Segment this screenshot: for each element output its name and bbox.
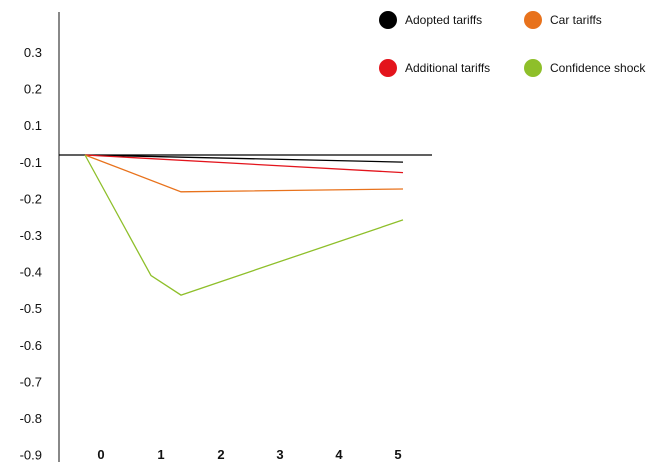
y-tick-label: -0.3 <box>20 228 42 243</box>
y-tick-label: -0.1 <box>20 155 42 170</box>
y-tick-label: 0.3 <box>24 45 42 60</box>
x-tick-label: 1 <box>157 447 164 462</box>
legend: Adopted tariffs Car tariffs Additional tar… <box>379 11 646 77</box>
series-line-additional-tariffs <box>84 154 404 174</box>
y-tick-label: -0.4 <box>20 265 42 280</box>
x-axis-ticks: 0 1 2 3 4 5 <box>97 447 401 462</box>
legend-swatch <box>524 11 542 29</box>
y-axis: 0.3 0.2 0.1 -0.1 -0.2 -0.3 -0.4 -0.5 -0.6 -0.7 -0.… <box>20 12 60 463</box>
legend-swatch <box>524 59 542 77</box>
y-tick-label: -0.8 <box>20 411 42 426</box>
series-line-confidence-shock <box>84 154 404 296</box>
x-tick-label: 3 <box>276 447 283 462</box>
y-tick-label: -0.9 <box>20 448 42 463</box>
series-lines <box>84 154 404 296</box>
y-tick-label: -0.2 <box>20 191 42 206</box>
y-tick-label: -0.5 <box>20 301 42 316</box>
series-line-adopted-tariffs <box>84 154 404 163</box>
y-tick-label: -0.6 <box>20 338 42 353</box>
legend-item: Car tariffs <box>524 11 602 29</box>
x-tick-label: 0 <box>97 447 104 462</box>
y-tick-label: 0.2 <box>24 82 42 97</box>
legend-label: Additional tariffs <box>405 61 490 75</box>
legend-label: Car tariffs <box>550 13 602 27</box>
y-tick-label: -0.7 <box>20 374 42 389</box>
x-tick-label: 2 <box>217 447 224 462</box>
legend-label: Adopted tariffs <box>405 13 482 27</box>
legend-item: Confidence shock <box>524 59 646 77</box>
legend-label: Confidence shock <box>550 61 646 75</box>
y-tick-label: 0.1 <box>24 118 42 133</box>
x-tick-label: 5 <box>394 447 401 462</box>
x-tick-label: 4 <box>335 447 343 462</box>
legend-swatch <box>379 11 397 29</box>
series-line-car-tariffs <box>84 154 404 193</box>
legend-item: Adopted tariffs <box>379 11 482 29</box>
legend-item: Additional tariffs <box>379 59 490 77</box>
legend-swatch <box>379 59 397 77</box>
